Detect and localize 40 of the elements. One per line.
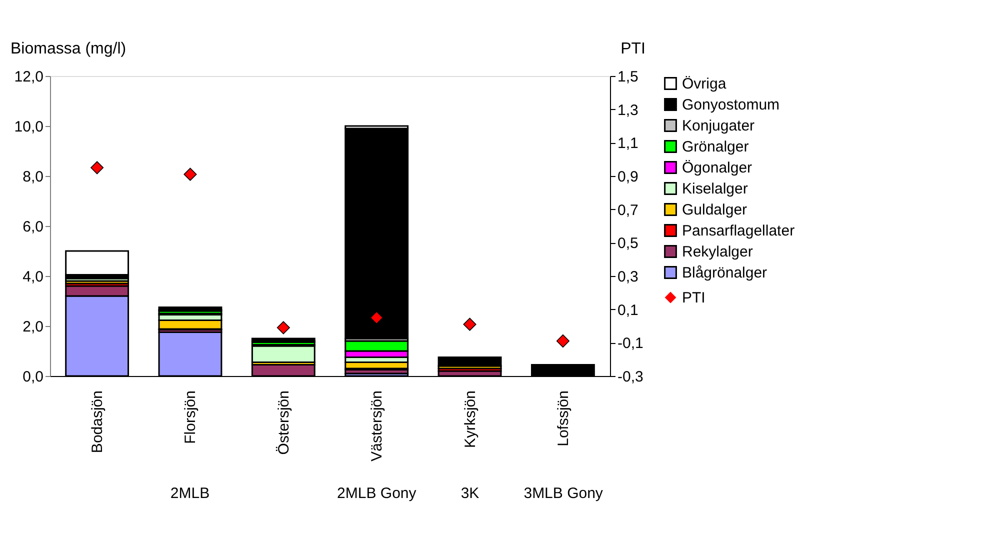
text: 3K (460, 485, 480, 502)
text: 2MLB Gony (337, 485, 417, 502)
legend-label: Gonyostomum (682, 96, 780, 114)
y2-tick-label: 1,5 (618, 68, 638, 86)
y-tick-label: 6,0 (22, 218, 44, 236)
x-tick-label: Kyrksjön (462, 390, 479, 448)
y2-tick-label: 0,1 (618, 302, 638, 319)
y2-axis-title: PTI (620, 40, 646, 58)
legend-label: Kiselalger (682, 180, 748, 198)
y2-tick-label: 0,9 (618, 168, 638, 186)
x-tick-label: Lofssjön (554, 390, 572, 446)
y2-tick-label: 1,1 (618, 135, 638, 152)
x-tick-label: Florsjön (182, 390, 200, 444)
y-axis-title: Biomassa (mg/l) (10, 40, 126, 58)
x-tick-label: Östersjön (275, 390, 292, 455)
legend-label: Konjugater (682, 118, 755, 134)
y-tick-label: 8,0 (22, 168, 44, 186)
legend-label: Pansarflagellater (682, 222, 795, 240)
legend-label: Ögonalger (682, 160, 752, 176)
legend-label: PTI (682, 290, 706, 306)
text: 2MLB (170, 485, 210, 502)
y-tick-label: 2,0 (22, 318, 44, 336)
x-tick-label: Västersjön (368, 390, 386, 462)
y2-tick-label: 0,7 (618, 202, 638, 219)
legend-label: Grönalger (682, 138, 749, 156)
y-tick-label: 4,0 (22, 268, 44, 286)
y-tick-label: 12,0 (14, 68, 44, 86)
legend-label: Guldalger (682, 202, 748, 218)
legend-label: Rekylalger (682, 244, 753, 260)
y-tick-label: 10,0 (14, 118, 44, 136)
y2-tick-label: -0,1 (618, 335, 644, 352)
y2-tick-label: 1,3 (618, 102, 638, 119)
y-tick-label: 0,0 (22, 368, 44, 386)
x-tick-label: Bodasjön (89, 390, 106, 454)
y2-tick-label: 0,5 (618, 235, 638, 252)
legend-label: Blågrönalger (682, 264, 768, 282)
legend-label: Övriga (682, 76, 727, 92)
text: 3MLB Gony (524, 485, 604, 502)
y2-tick-label: -0,3 (618, 368, 644, 386)
y2-tick-label: 0,3 (618, 268, 638, 286)
